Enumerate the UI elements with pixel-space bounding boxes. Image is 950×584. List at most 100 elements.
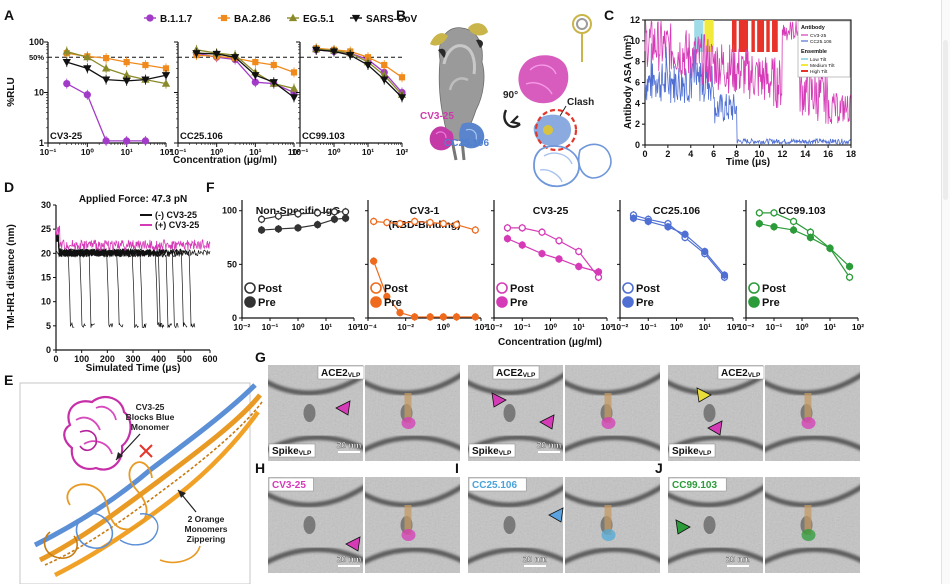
f-xtick-label: 10⁻¹ bbox=[640, 322, 657, 332]
f-pre-point-0-5 bbox=[341, 214, 350, 222]
g-spike-label-1: SpikeVLP bbox=[472, 446, 512, 457]
a-subplot-label-2: CC99.103 bbox=[302, 131, 345, 142]
c-xtick-label: 18 bbox=[846, 149, 856, 159]
f-post-point-0-5 bbox=[341, 208, 350, 216]
f-xtick-label: 10¹ bbox=[824, 322, 836, 332]
a-point-3-1 bbox=[212, 50, 221, 59]
f-post-point-1-6 bbox=[452, 221, 461, 229]
f-legend-pre-marker bbox=[748, 296, 760, 308]
page-scrollbar[interactable] bbox=[941, 0, 950, 584]
d-ytick-label: 30 bbox=[41, 200, 51, 210]
membrane-top bbox=[668, 484, 763, 508]
panel-letter-h: H bbox=[255, 460, 265, 476]
a-point-3-5 bbox=[161, 72, 171, 80]
a-point-3-2 bbox=[101, 76, 111, 84]
f-title-4: CC99.103 bbox=[778, 205, 825, 217]
tile-content bbox=[765, 477, 860, 573]
a-xlabel: Concentration (μg/ml) bbox=[173, 155, 277, 166]
membrane-bottom bbox=[765, 435, 860, 453]
a-xtick-label: 10¹ bbox=[249, 147, 261, 157]
f-post-point-1-5 bbox=[439, 219, 447, 228]
f-pre-point-0-0 bbox=[257, 226, 266, 234]
a-series-line-3 bbox=[66, 61, 167, 82]
tile-content bbox=[565, 365, 660, 461]
a-xtick-label: 10⁰ bbox=[210, 147, 223, 157]
f-pre-point-1-1 bbox=[383, 292, 391, 301]
arrowhead-icon-0 bbox=[335, 400, 351, 416]
segmented-stalk bbox=[404, 505, 412, 535]
block-cross-icon bbox=[139, 444, 153, 458]
f-title-1: CV3-1 bbox=[410, 205, 440, 217]
c-legend-title-1: Antibody bbox=[801, 25, 826, 31]
membrane-top bbox=[365, 484, 460, 508]
d-ytick-label: 0 bbox=[46, 345, 51, 355]
a-point-3-3 bbox=[122, 77, 131, 86]
c-xtick-label: 8 bbox=[734, 149, 739, 159]
f-pre-line-3 bbox=[633, 217, 725, 276]
a-series-line-1 bbox=[316, 47, 403, 78]
d-ylabel: TM-HR1 distance (nm) bbox=[6, 224, 17, 330]
a-point-1-4 bbox=[381, 61, 388, 69]
scrollbar-thumb[interactable] bbox=[943, 40, 948, 200]
f-legend-post-marker bbox=[244, 282, 256, 294]
cv325-fab-left bbox=[429, 126, 454, 151]
f-pre-point-3-4 bbox=[701, 247, 709, 256]
f-xtick-label: 10⁻¹ bbox=[262, 322, 279, 332]
d-legend-1: (+) CV3-25 bbox=[155, 220, 199, 230]
f-pre-point-2-1 bbox=[518, 241, 526, 249]
j-label: CC99.103 bbox=[672, 480, 717, 491]
c-ytick-label: 6 bbox=[635, 78, 640, 88]
f-pre-point-3-1 bbox=[644, 217, 652, 226]
tile-content bbox=[365, 365, 460, 461]
f-xtick-label: 10² bbox=[475, 322, 487, 332]
segmented-stalk bbox=[404, 393, 412, 423]
a-point-3-3 bbox=[251, 72, 260, 80]
c-xtick-label: 4 bbox=[688, 149, 693, 159]
f-pre-point-2-0 bbox=[503, 234, 512, 243]
d-ytick-label: 25 bbox=[41, 224, 51, 234]
tomogram-tile-4 bbox=[668, 365, 763, 461]
panel-g-j-tomograms: ACE2VLP ACE2VLP ACE2VLP SpikeVLP SpikeVLP Spi… bbox=[268, 365, 860, 573]
c-band-0 bbox=[694, 20, 704, 52]
d-ytick-label: 10 bbox=[41, 297, 51, 307]
membrane-top bbox=[765, 372, 860, 396]
panel-letter-f: F bbox=[206, 179, 215, 195]
f-post-point-2-0 bbox=[503, 224, 512, 232]
membrane-top bbox=[468, 484, 563, 508]
panel-letter-b: B bbox=[396, 7, 406, 23]
f-legend-pre: Pre bbox=[258, 297, 276, 309]
a-series-line-3 bbox=[196, 52, 295, 98]
membrane-bottom bbox=[765, 547, 860, 565]
a-series-line-0 bbox=[316, 49, 403, 93]
c-legend-item: CV3-25 bbox=[810, 33, 827, 39]
c-ytick-label: 4 bbox=[635, 98, 640, 108]
a-series-line-3 bbox=[316, 49, 403, 98]
f-ytick-label: 100 bbox=[222, 206, 237, 216]
c-legend-item: CC25.106 bbox=[810, 39, 832, 45]
d-xtick-label: 200 bbox=[100, 354, 115, 364]
f-pre-point-0-2 bbox=[294, 224, 302, 232]
c-xtick-label: 16 bbox=[823, 149, 833, 159]
f-pre-point-3-3 bbox=[681, 230, 689, 238]
d-trace-minus-long bbox=[55, 248, 211, 257]
panel-c-asa-plot: 0 2 4 6 8 10 12 0 2 4 6 8 10 12 14 16 18 Time (μs) Antibod… bbox=[623, 15, 856, 168]
membrane-bottom bbox=[565, 547, 660, 565]
membrane-top bbox=[365, 372, 460, 396]
legend-label-0: B.1.1.7 bbox=[160, 14, 193, 25]
g-spike-label-0: SpikeVLP bbox=[272, 446, 312, 457]
j-label-bg bbox=[668, 477, 727, 492]
tomogram-tile-5 bbox=[765, 365, 860, 461]
c-ytick-label: 8 bbox=[635, 57, 640, 67]
f-post-point-2-1 bbox=[518, 224, 526, 232]
panel-letter-i: I bbox=[455, 460, 459, 476]
c-series-cc25106 bbox=[644, 43, 851, 146]
f-legend-pre-marker bbox=[370, 296, 382, 308]
g-spike-label-0-sub: VLP bbox=[299, 450, 312, 457]
c-band-high-3 bbox=[757, 20, 765, 52]
orange-helix-2 bbox=[53, 410, 260, 578]
a-subplot-label-0: CV3-25 bbox=[50, 131, 83, 142]
arrowhead-icon-4 bbox=[707, 420, 723, 436]
a-point-1-4 bbox=[142, 61, 149, 69]
cv325-blocks-line2: Blocks Blue bbox=[126, 412, 175, 422]
